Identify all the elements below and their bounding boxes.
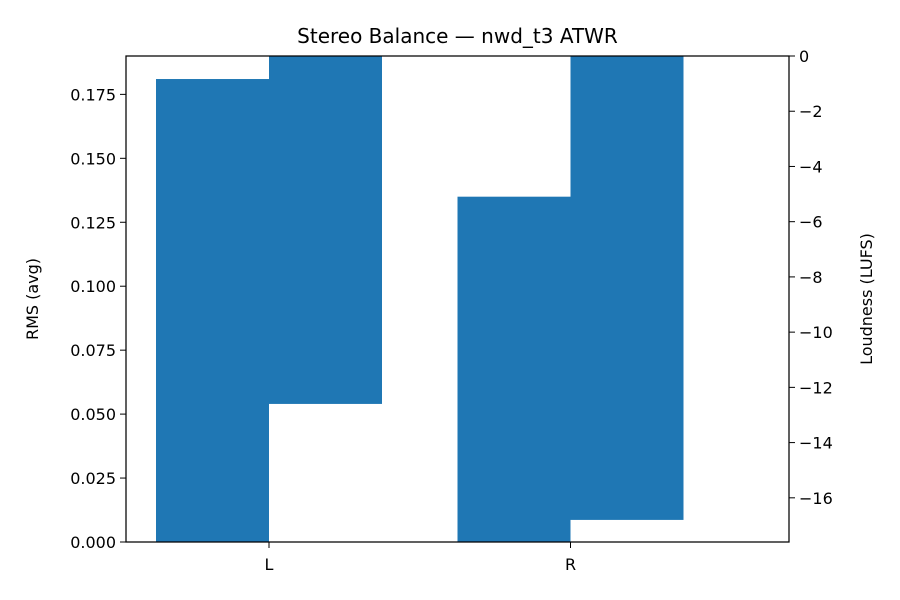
right-tick-label: −2 <box>799 102 823 121</box>
x-tick-label-r: R <box>565 555 576 574</box>
x-tick-label-l: L <box>265 555 274 574</box>
left-tick-label: 0.125 <box>70 213 116 232</box>
right-tick-label: −16 <box>799 489 833 508</box>
right-axis-label: Loudness (LUFS) <box>857 233 876 365</box>
right-tick-label: 0 <box>799 47 809 66</box>
bars-group <box>156 56 684 542</box>
left-axis-ticks: 0.000 0.025 0.050 0.075 0.100 0.125 0.150 0.175 <box>70 85 126 552</box>
bar-rms-r <box>457 196 571 542</box>
bar-rms-l <box>156 79 269 542</box>
chart-title: Stereo Balance — nwd_t3 ATWR <box>297 24 618 48</box>
left-tick-label: 0.075 <box>70 341 116 360</box>
left-tick-label: 0.000 <box>70 533 116 552</box>
left-tick-label: 0.025 <box>70 469 116 488</box>
right-tick-label: −6 <box>799 213 823 232</box>
bar-loudness-r <box>570 56 684 520</box>
left-axis-label: RMS (avg) <box>23 258 42 340</box>
right-tick-label: −10 <box>799 323 833 342</box>
bar-loudness-l <box>269 56 382 404</box>
left-tick-label: 0.100 <box>70 277 116 296</box>
plot-frame <box>125 55 790 543</box>
right-tick-label: −4 <box>799 157 823 176</box>
right-axis-ticks: 0 −2 −4 −6 −8 −10 −12 −14 −16 <box>789 47 833 508</box>
right-tick-label: −8 <box>799 268 823 287</box>
left-tick-label: 0.150 <box>70 149 116 168</box>
left-tick-label: 0.175 <box>70 85 116 104</box>
left-tick-label: 0.050 <box>70 405 116 424</box>
right-tick-label: −12 <box>799 378 833 397</box>
right-tick-label: −14 <box>799 434 833 453</box>
